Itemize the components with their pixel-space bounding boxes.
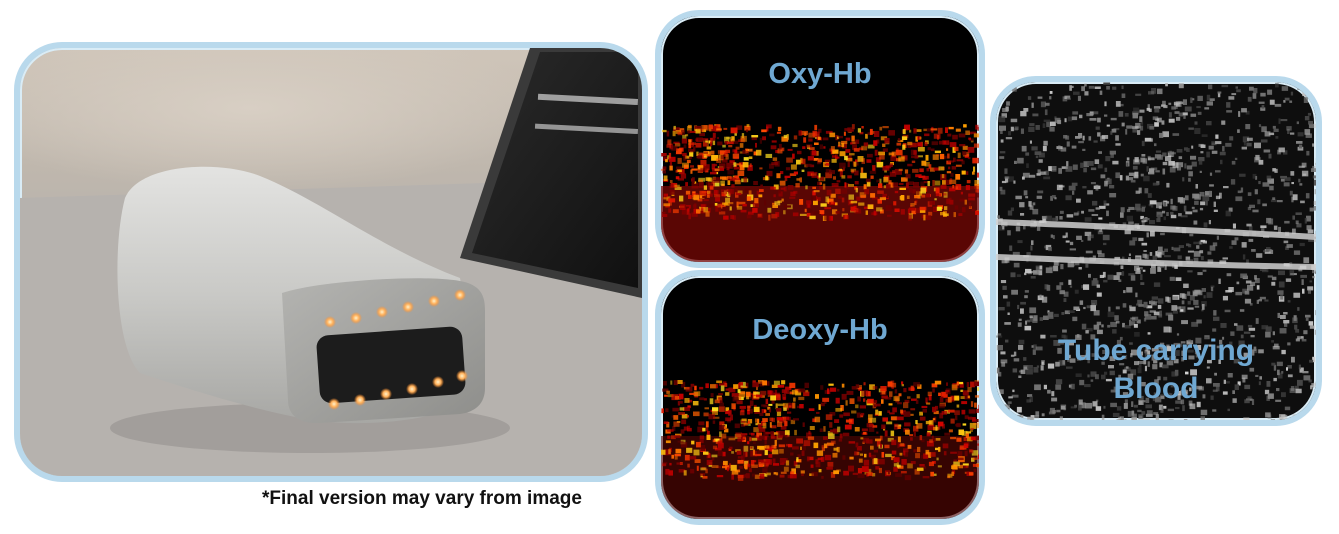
- oxy-hb-panel: Oxy-Hb: [655, 10, 985, 268]
- tube-title-line2: Blood: [1113, 372, 1199, 405]
- oxy-hb-heatmap: [661, 124, 979, 262]
- deoxy-hb-panel: Deoxy-Hb: [655, 270, 985, 525]
- disclaimer-caption: *Final version may vary from image: [262, 488, 582, 509]
- deoxy-hb-heatmap: [661, 380, 979, 519]
- ultrasound-image: [996, 82, 1316, 420]
- oxy-hb-title: Oxy-Hb: [768, 58, 872, 90]
- tube-title: Tube carrying Blood: [996, 332, 1316, 408]
- led-bottom-row: [328, 370, 468, 410]
- handheld-probe-illustration: [20, 48, 642, 476]
- tube-ultrasound-panel: Tube carrying Blood: [990, 76, 1322, 426]
- deoxy-hb-title: Deoxy-Hb: [752, 314, 888, 346]
- tube-title-line1: Tube carrying: [1057, 334, 1255, 367]
- device-photo: [14, 42, 648, 482]
- led-top-row: [324, 289, 466, 328]
